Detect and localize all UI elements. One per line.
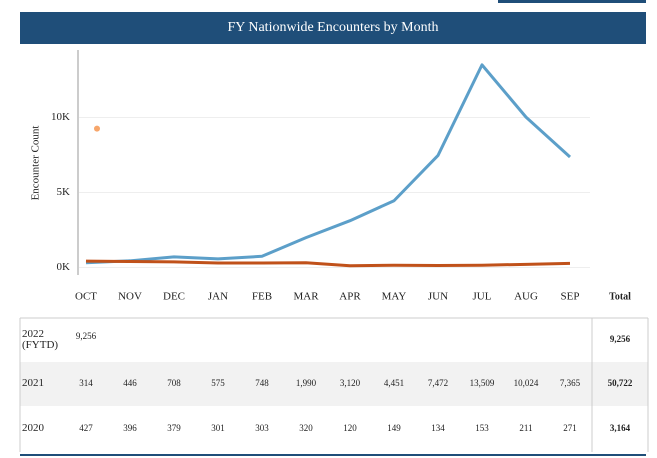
table-cell: 7,472 bbox=[428, 378, 448, 388]
x-tick-label: OCT bbox=[75, 291, 97, 303]
x-tick-label: JAN bbox=[208, 291, 228, 303]
x-tick-label: SEP bbox=[561, 291, 580, 303]
table-cell: 301 bbox=[211, 423, 225, 433]
y-axis-label: Encounter Count bbox=[30, 126, 42, 201]
table-cell: 134 bbox=[431, 423, 445, 433]
table-cell: 1,990 bbox=[296, 378, 317, 388]
row-label: 2021 bbox=[22, 377, 44, 389]
table-cell: 120 bbox=[343, 423, 357, 433]
table-cell: 9,256 bbox=[76, 331, 97, 341]
table-cell: 427 bbox=[79, 423, 93, 433]
table-cell: 396 bbox=[123, 423, 137, 433]
table-cell: 10,024 bbox=[514, 378, 539, 388]
series-line bbox=[85, 63, 572, 265]
x-tick-label: JUN bbox=[428, 291, 448, 303]
top-bar bbox=[498, 0, 646, 3]
table-cell: 13,509 bbox=[470, 378, 495, 388]
x-tick-label: AUG bbox=[514, 291, 538, 303]
table-total: 3,164 bbox=[610, 423, 631, 433]
x-tick-label: MAR bbox=[293, 291, 319, 303]
table-cell: 7,365 bbox=[560, 378, 581, 388]
x-tick-label: APR bbox=[339, 291, 361, 303]
table-cell: 4,451 bbox=[384, 378, 404, 388]
table-cell: 446 bbox=[123, 378, 137, 388]
row-band bbox=[20, 362, 648, 406]
table-cell: 748 bbox=[255, 378, 269, 388]
row-label: 2020 bbox=[22, 422, 44, 434]
table-total: 50,722 bbox=[608, 378, 633, 388]
table-cell: 149 bbox=[387, 423, 401, 433]
x-tick-label: NOV bbox=[118, 291, 142, 303]
x-tick-label: FEB bbox=[252, 291, 272, 303]
table-cell: 211 bbox=[519, 423, 532, 433]
table-cell: 303 bbox=[255, 423, 269, 433]
row-label: 2022 (FYTD) bbox=[22, 328, 59, 351]
table-cell: 271 bbox=[563, 423, 577, 433]
y-tick-label: 0K bbox=[57, 261, 71, 273]
table-cell: 153 bbox=[475, 423, 489, 433]
x-tick-label: JUL bbox=[473, 291, 492, 303]
table-cell: 575 bbox=[211, 378, 225, 388]
table-cell: 3,120 bbox=[340, 378, 361, 388]
chart-title: FY Nationwide Encounters by Month bbox=[227, 20, 438, 35]
table-total: 9,256 bbox=[610, 334, 631, 344]
x-tick-label: MAY bbox=[382, 291, 407, 303]
title-bar bbox=[20, 12, 646, 44]
series-line bbox=[85, 259, 571, 268]
x-tick-label: DEC bbox=[163, 291, 185, 303]
table-cell: 314 bbox=[79, 378, 93, 388]
y-tick-label: 5K bbox=[57, 186, 71, 198]
data-point bbox=[94, 125, 100, 132]
total-header: Total bbox=[609, 291, 631, 302]
table-cell: 379 bbox=[167, 423, 181, 433]
y-tick-label: 10K bbox=[51, 111, 70, 123]
table-cell: 708 bbox=[167, 378, 181, 388]
table-cell: 320 bbox=[299, 423, 313, 433]
